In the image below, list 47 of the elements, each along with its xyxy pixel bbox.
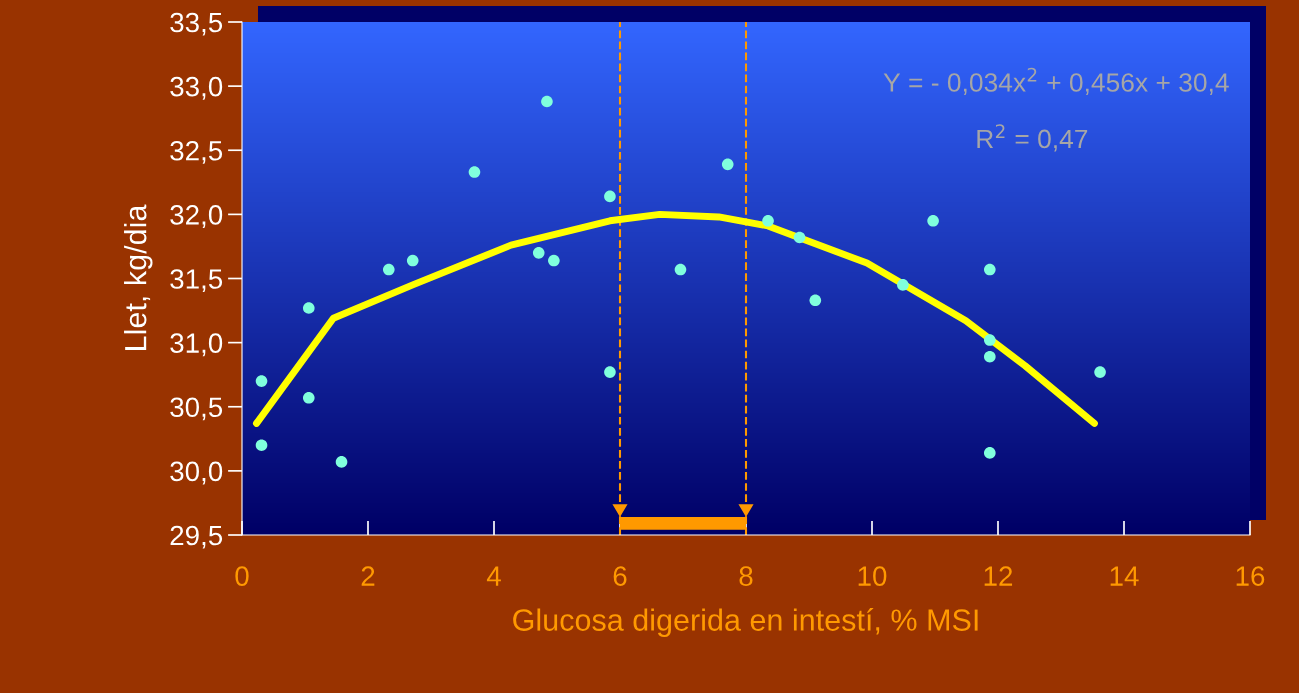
x-tick-label: 4 bbox=[486, 566, 501, 586]
point bbox=[302, 391, 315, 404]
point bbox=[604, 190, 616, 203]
point bbox=[604, 366, 616, 378]
point bbox=[255, 375, 268, 387]
point bbox=[406, 254, 419, 267]
y-tick-label: 29,5 bbox=[170, 525, 223, 549]
x-tick-label: 6 bbox=[613, 566, 627, 586]
point bbox=[897, 279, 909, 291]
y-axis-title: Llet, kg/dia bbox=[124, 204, 153, 350]
y-tick-label: 33,0 bbox=[170, 76, 223, 100]
x-tick-label: 2 bbox=[361, 566, 375, 586]
point bbox=[468, 166, 481, 178]
x-tick-label: 14 bbox=[1110, 566, 1139, 586]
point bbox=[335, 456, 348, 468]
point bbox=[927, 214, 939, 227]
point bbox=[382, 263, 395, 276]
x-tick-label: 0 bbox=[235, 566, 249, 586]
y-tick-label: 30,5 bbox=[170, 397, 223, 421]
point bbox=[255, 439, 268, 452]
point bbox=[984, 447, 996, 459]
y-tick-label: 32,0 bbox=[170, 205, 223, 228]
x-axis-title: Glucosa digerida en intestí, % MSI bbox=[513, 608, 978, 637]
y-tick-label: 31,5 bbox=[170, 269, 223, 293]
y-tick-label: 33,5 bbox=[170, 12, 223, 36]
point bbox=[793, 231, 806, 244]
x-tick-label: 8 bbox=[739, 566, 753, 586]
y-tick-label: 32,5 bbox=[170, 140, 223, 164]
point bbox=[1094, 366, 1106, 378]
point bbox=[984, 350, 996, 363]
x-tick-label: 10 bbox=[858, 566, 887, 586]
point bbox=[302, 302, 315, 314]
point bbox=[721, 158, 734, 171]
annotation: Y = - 0,034x$^{2}$ + 0,456x + 30,4 bbox=[883, 67, 1229, 95]
point bbox=[674, 263, 687, 276]
point bbox=[984, 334, 996, 346]
y-tick-label: 30,0 bbox=[170, 461, 223, 485]
x-tick-label: 12 bbox=[984, 566, 1013, 586]
point bbox=[809, 294, 822, 307]
point bbox=[532, 247, 545, 259]
annotation: R$^{2}$ = 0,47 bbox=[977, 124, 1088, 152]
point bbox=[548, 254, 560, 267]
x-tick-label: 16 bbox=[1236, 566, 1265, 586]
point bbox=[984, 263, 996, 276]
point bbox=[541, 95, 553, 108]
y-tick-label: 31,0 bbox=[170, 333, 223, 357]
point bbox=[762, 214, 774, 227]
